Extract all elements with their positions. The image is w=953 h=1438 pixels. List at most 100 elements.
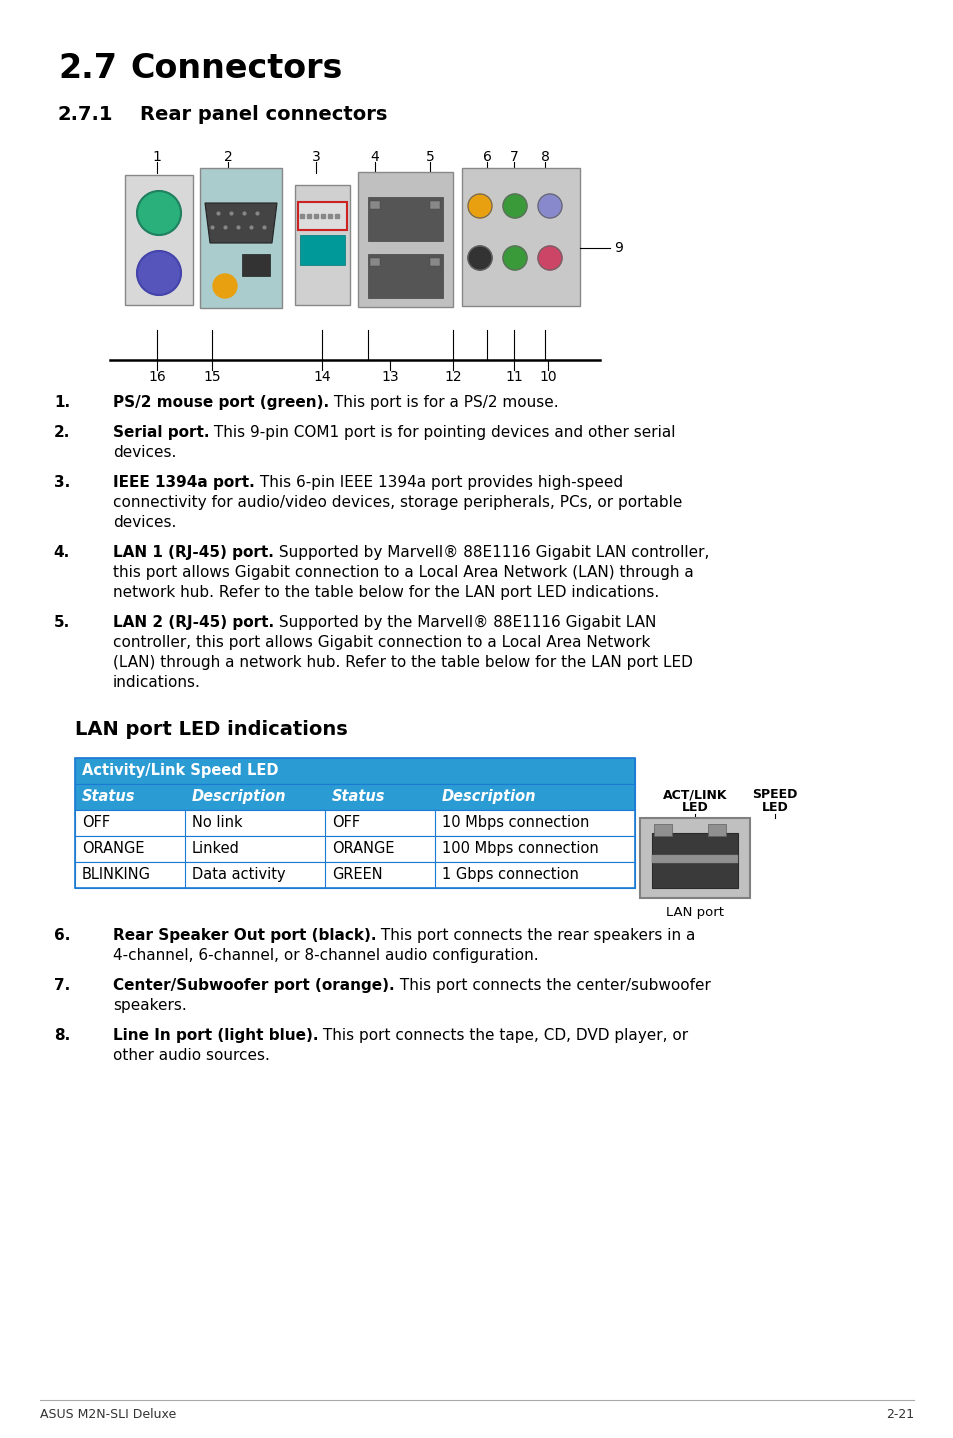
Text: connectivity for audio/video devices, storage peripherals, PCs, or portable: connectivity for audio/video devices, st… <box>112 495 681 510</box>
Bar <box>75 835 635 861</box>
Text: Status: Status <box>82 789 135 804</box>
Text: Rear panel connectors: Rear panel connectors <box>140 105 387 124</box>
Text: IEEE 1394a port.: IEEE 1394a port. <box>112 475 254 490</box>
Text: Activity/Link Speed LED: Activity/Link Speed LED <box>82 764 278 778</box>
Text: 4: 4 <box>370 150 379 164</box>
Text: speakers.: speakers. <box>112 998 187 1012</box>
Text: 100 Mbps connection: 100 Mbps connection <box>441 841 598 856</box>
Text: 10 Mbps connection: 10 Mbps connection <box>441 815 589 830</box>
Bar <box>368 255 442 298</box>
Circle shape <box>213 275 236 298</box>
Text: ORANGE: ORANGE <box>82 841 144 856</box>
Polygon shape <box>205 203 276 243</box>
Text: 10: 10 <box>538 370 557 384</box>
Text: LAN port: LAN port <box>665 906 723 919</box>
Text: This 6-pin IEEE 1394a port provides high-speed: This 6-pin IEEE 1394a port provides high… <box>254 475 622 490</box>
Bar <box>242 255 270 276</box>
Text: 12: 12 <box>444 370 461 384</box>
Text: indications.: indications. <box>112 674 201 690</box>
Text: Connectors: Connectors <box>130 52 342 85</box>
Bar <box>75 810 635 835</box>
Text: Center/Subwoofer port (orange).: Center/Subwoofer port (orange). <box>112 978 395 994</box>
Text: Linked: Linked <box>192 841 239 856</box>
Text: devices.: devices. <box>112 515 176 531</box>
Text: ACT/LINK: ACT/LINK <box>662 788 726 801</box>
Text: Supported by the Marvell® 88E1116 Gigabit LAN: Supported by the Marvell® 88E1116 Gigabi… <box>274 615 656 630</box>
Circle shape <box>468 246 492 270</box>
Text: BLINKING: BLINKING <box>82 867 151 881</box>
Text: 2.: 2. <box>53 426 70 440</box>
Text: No link: No link <box>192 815 242 830</box>
Text: ORANGE: ORANGE <box>332 841 395 856</box>
Text: Line In port (light blue).: Line In port (light blue). <box>112 1028 318 1043</box>
Bar <box>299 234 345 265</box>
Bar <box>654 824 671 835</box>
Bar <box>200 168 282 308</box>
Text: Description: Description <box>192 789 286 804</box>
Text: 3: 3 <box>312 150 320 164</box>
Text: 6.: 6. <box>53 928 70 943</box>
Text: 5: 5 <box>425 150 434 164</box>
Text: OFF: OFF <box>82 815 110 830</box>
Text: This port connects the center/subwoofer: This port connects the center/subwoofer <box>395 978 710 994</box>
Bar <box>357 173 453 306</box>
Text: Status: Status <box>332 789 385 804</box>
Text: Description: Description <box>441 789 536 804</box>
Bar <box>75 784 635 810</box>
Bar <box>75 758 635 889</box>
Text: devices.: devices. <box>112 444 176 460</box>
Text: This port connects the rear speakers in a: This port connects the rear speakers in … <box>376 928 695 943</box>
Text: 4.: 4. <box>53 545 70 559</box>
Bar <box>294 186 350 305</box>
Circle shape <box>537 194 561 219</box>
Text: 13: 13 <box>381 370 398 384</box>
Bar <box>430 257 439 266</box>
Bar <box>461 168 579 306</box>
Bar <box>651 833 738 889</box>
Bar <box>370 257 379 266</box>
Text: 7.: 7. <box>53 978 70 994</box>
Text: controller, this port allows Gigabit connection to a Local Area Network: controller, this port allows Gigabit con… <box>112 636 650 650</box>
Text: 2.7.1: 2.7.1 <box>58 105 113 124</box>
Text: 2: 2 <box>223 150 233 164</box>
Text: 5.: 5. <box>53 615 70 630</box>
Text: Supported by Marvell® 88E1116 Gigabit LAN controller,: Supported by Marvell® 88E1116 Gigabit LA… <box>274 545 708 559</box>
Circle shape <box>502 246 526 270</box>
Bar <box>651 856 738 863</box>
Text: 8: 8 <box>540 150 549 164</box>
Bar <box>368 197 442 242</box>
Text: Data activity: Data activity <box>192 867 285 881</box>
Bar <box>639 818 749 897</box>
Bar <box>125 175 193 305</box>
Bar <box>75 861 635 889</box>
Text: (LAN) through a network hub. Refer to the table below for the LAN port LED: (LAN) through a network hub. Refer to th… <box>112 654 692 670</box>
Text: SPEED: SPEED <box>752 788 797 801</box>
Text: 7: 7 <box>509 150 517 164</box>
Text: This 9-pin COM1 port is for pointing devices and other serial: This 9-pin COM1 port is for pointing dev… <box>210 426 676 440</box>
Text: Serial port.: Serial port. <box>112 426 210 440</box>
Text: LAN 2 (RJ-45) port.: LAN 2 (RJ-45) port. <box>112 615 274 630</box>
Text: OFF: OFF <box>332 815 359 830</box>
Text: this port allows Gigabit connection to a Local Area Network (LAN) through a: this port allows Gigabit connection to a… <box>112 565 693 580</box>
Circle shape <box>137 191 181 234</box>
Text: network hub. Refer to the table below for the LAN port LED indications.: network hub. Refer to the table below fo… <box>112 585 659 600</box>
Text: LED: LED <box>760 801 787 814</box>
Circle shape <box>468 194 492 219</box>
Bar <box>75 758 635 784</box>
Text: LED: LED <box>680 801 708 814</box>
Text: 8.: 8. <box>53 1028 70 1043</box>
Text: ASUS M2N-SLI Deluxe: ASUS M2N-SLI Deluxe <box>40 1408 176 1421</box>
Bar <box>430 201 439 209</box>
Text: LAN 1 (RJ-45) port.: LAN 1 (RJ-45) port. <box>112 545 274 559</box>
Bar <box>370 201 379 209</box>
Text: PS/2 mouse port (green).: PS/2 mouse port (green). <box>112 395 329 410</box>
Text: 16: 16 <box>148 370 166 384</box>
Text: 15: 15 <box>203 370 220 384</box>
Text: 14: 14 <box>313 370 331 384</box>
Text: 1.: 1. <box>53 395 70 410</box>
Text: This port is for a PS/2 mouse.: This port is for a PS/2 mouse. <box>329 395 558 410</box>
Text: 6: 6 <box>482 150 491 164</box>
Text: Rear Speaker Out port (black).: Rear Speaker Out port (black). <box>112 928 376 943</box>
Text: 1: 1 <box>152 150 161 164</box>
Text: 2-21: 2-21 <box>885 1408 913 1421</box>
